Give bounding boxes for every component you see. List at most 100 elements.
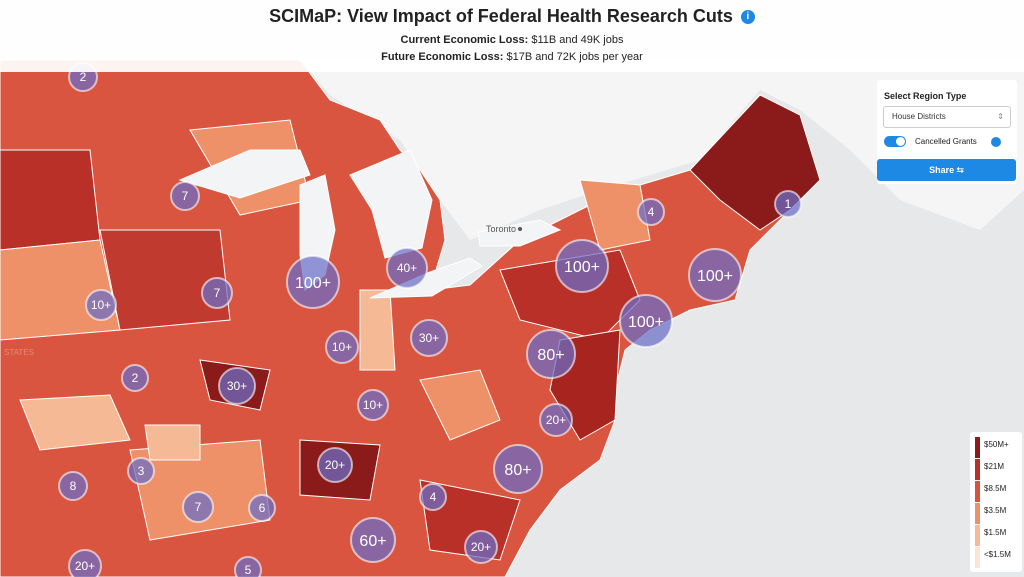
district (419, 369, 501, 441)
legend-label: $8.5M (984, 484, 1007, 493)
legend-swatch (975, 437, 980, 458)
region-select[interactable]: House Districts (883, 106, 1011, 128)
current-value: $11B and 49K jobs (531, 34, 624, 46)
cluster[interactable] (58, 471, 88, 501)
cluster[interactable] (170, 181, 200, 211)
cluster[interactable] (127, 457, 155, 485)
cluster-label: 10+ (363, 398, 383, 412)
cluster-label: 1 (785, 197, 792, 211)
cluster-label: 7 (195, 500, 202, 514)
cluster[interactable] (201, 277, 233, 309)
region-label: Select Region Type (884, 91, 967, 101)
cluster-label: 4 (648, 205, 655, 219)
cluster[interactable] (85, 289, 117, 321)
cluster-label: 7 (214, 286, 221, 300)
lake (477, 219, 562, 247)
cluster-label: 30+ (419, 331, 439, 345)
legend-label: <$1.5M (984, 550, 1011, 559)
legend-swatch (975, 503, 980, 524)
cluster-label: 4 (430, 490, 437, 504)
cluster[interactable] (386, 247, 428, 289)
cluster-label: 30+ (227, 379, 247, 393)
cluster[interactable] (555, 239, 609, 293)
cluster[interactable] (357, 389, 389, 421)
current-loss: Current Economic Loss: $11B and 49K jobs (0, 34, 1024, 46)
cluster[interactable] (121, 364, 149, 392)
toggle[interactable] (884, 136, 906, 147)
cluster-label: 80+ (537, 347, 564, 364)
cluster[interactable] (182, 491, 214, 523)
cluster[interactable] (619, 294, 673, 348)
cluster-label: 6 (259, 501, 266, 515)
share-label: Share (929, 165, 955, 175)
district (19, 394, 131, 451)
cluster-label: 20+ (471, 540, 491, 554)
cluster[interactable] (688, 248, 742, 302)
cluster[interactable] (218, 367, 256, 405)
cluster[interactable] (317, 447, 353, 483)
cluster[interactable] (234, 556, 262, 577)
cluster-label: 80+ (504, 462, 531, 479)
legend-label: $1.5M (984, 528, 1007, 537)
cluster[interactable] (464, 530, 498, 564)
city-label: Toronto (486, 224, 516, 234)
lake (349, 149, 433, 259)
legend-label: $21M (984, 462, 1005, 471)
cluster[interactable] (248, 494, 276, 522)
current-label: Current Economic Loss: (400, 34, 529, 46)
toggle-label: Cancelled Grants (915, 137, 977, 146)
legend-swatch (975, 481, 980, 502)
cluster-label: 2 (132, 371, 139, 385)
region-value: House Districts (892, 112, 946, 121)
future-loss: Future Economic Loss: $17B and 72K jobs … (0, 51, 1024, 63)
legend: $50M+ $21M $8.5M $3.5M $1.5M <$1.5M (970, 432, 1022, 572)
cluster-label: 7 (182, 189, 189, 203)
cluster[interactable] (410, 319, 448, 357)
legend-swatch (975, 459, 980, 480)
info-icon[interactable]: i (740, 9, 755, 24)
region-text: STATES (4, 348, 34, 357)
legend-label: $50M+ (984, 440, 1009, 449)
cluster[interactable] (68, 549, 102, 577)
cluster-label: 60+ (359, 533, 386, 550)
district (579, 179, 651, 251)
legend-swatch (975, 525, 980, 546)
cluster-label: 100+ (564, 259, 600, 276)
cluster[interactable] (286, 255, 340, 309)
district (129, 439, 271, 541)
cluster-label: 100+ (697, 268, 733, 285)
cluster-label: 20+ (75, 559, 95, 573)
city-dot (518, 227, 522, 231)
future-value: $17B and 72K jobs per year (506, 51, 643, 63)
cluster[interactable] (637, 198, 665, 226)
cluster-label: 3 (138, 464, 145, 478)
cluster-label: 10+ (332, 340, 352, 354)
cluster[interactable] (350, 517, 396, 563)
cluster[interactable] (526, 329, 576, 379)
toggle-info[interactable] (990, 136, 1001, 147)
cluster-label: 2 (80, 70, 87, 84)
cluster[interactable] (774, 190, 802, 218)
cluster[interactable] (325, 330, 359, 364)
district (144, 424, 201, 461)
lake (178, 149, 311, 199)
canada (300, 60, 1024, 240)
cluster[interactable] (493, 444, 543, 494)
cluster-label: 100+ (628, 314, 664, 331)
district (0, 149, 101, 251)
cluster-label: 10+ (91, 298, 111, 312)
cluster[interactable] (419, 483, 447, 511)
district (359, 289, 396, 371)
share-button[interactable]: Share ⮀ (877, 159, 1016, 181)
header: SCIMaP: View Impact of Federal Health Re… (0, 0, 1024, 72)
legend-label: $3.5M (984, 506, 1007, 515)
cluster-label: 20+ (546, 413, 566, 427)
cluster-label: 5 (245, 563, 252, 577)
toggle-row: Cancelled Grants (884, 136, 1017, 147)
districts (0, 94, 821, 561)
cluster-label: 100+ (295, 275, 331, 292)
future-label: Future Economic Loss: (381, 51, 504, 63)
cluster[interactable] (539, 403, 573, 437)
